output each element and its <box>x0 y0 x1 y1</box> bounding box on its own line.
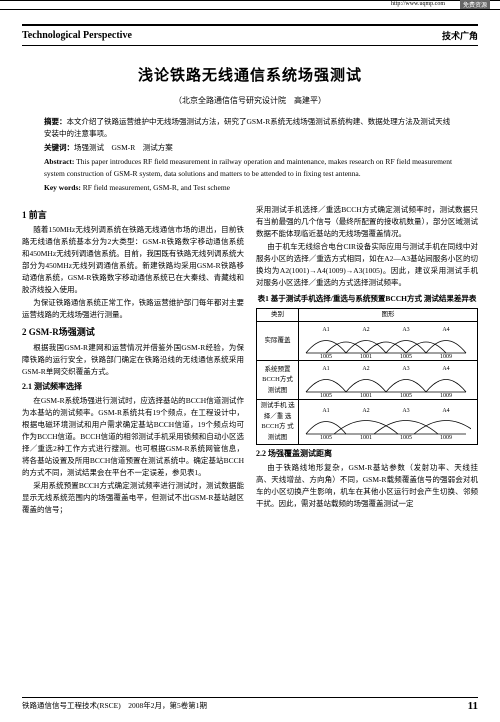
para: 采用系统预置BCCH方式确定测试频率进行测试时，测试数据能显示无线系统范围内的场… <box>22 480 244 516</box>
svg-text:A3: A3 <box>402 327 409 333</box>
abstract-en-label: Abstract: <box>44 157 74 166</box>
svg-text:1005: 1005 <box>400 393 412 398</box>
table1-title: 表1 基于测试手机选择/重选与系统预置BCCH方式 测试结果差异表 <box>256 293 478 305</box>
svg-text:1001: 1001 <box>360 435 372 440</box>
table1-row3-chart: A1 A2 A3 A4 1005 1001 1005 1009 <box>299 400 478 445</box>
svg-text:A2: A2 <box>362 327 369 333</box>
svg-text:A1: A1 <box>322 366 329 372</box>
svg-text:1009: 1009 <box>440 435 452 440</box>
keywords-cn-label: 关键词： <box>44 143 74 152</box>
svg-text:1001: 1001 <box>360 393 372 398</box>
para: 根据我国GSM-R建网和运营情况并借鉴外国GSM-R经验，为保障铁路的运行安全，… <box>22 342 244 378</box>
svg-text:A4: A4 <box>442 366 449 372</box>
svg-text:1001: 1001 <box>360 354 372 359</box>
svg-text:A4: A4 <box>442 408 449 414</box>
top-label: 免费资源 <box>460 0 490 9</box>
header-row: Technological Perspective 技术广角 <box>22 29 478 42</box>
coverage-chart-all: A1 A2 A3 A4 1005 1001 1005 1009 <box>301 323 471 359</box>
page-number: 11 <box>468 700 478 712</box>
table1-row1-label: 实际覆盖 <box>257 322 299 361</box>
svg-text:1005: 1005 <box>320 354 332 359</box>
section-2-heading: 2 GSM-R场强测试 <box>22 325 244 339</box>
table1-hdr-left: 类别 <box>257 309 299 322</box>
keywords-en-label: Key words: <box>44 183 81 192</box>
table1-row1-chart: A1 A2 A3 A4 1005 1001 1005 1009 <box>299 322 478 361</box>
svg-text:A3: A3 <box>402 408 409 414</box>
table1-row3-label: 测试手机 选择／重 选BCCH方 式测试图 <box>257 400 299 445</box>
keywords-cn: 场强测试 GSM-R 测试方案 <box>74 143 173 152</box>
para: 为保证铁路通信系统正常工作，铁路运营维护部门每年都对主要运营线路的无线场强进行测… <box>22 297 244 321</box>
table1: 类别 图形 实际覆盖 A1 A2 A3 A4 1005 1001 1005 1009 <box>256 308 478 445</box>
abstract-cn-label: 摘要： <box>44 117 67 126</box>
abstract-block: 摘要：本文介绍了铁路运营维护中无线场强测试方法，研究了GSM-R系统无线场强测试… <box>22 116 478 194</box>
svg-text:1005: 1005 <box>320 435 332 440</box>
section-2-2-heading: 2.2 场强覆盖测试距离 <box>256 448 478 461</box>
svg-text:A1: A1 <box>322 327 329 333</box>
para: 由于铁路线地形复杂，GSM-R基站参数（发射功率、天线挂高、天线增益、方向角）不… <box>256 462 478 510</box>
paper-author: （北京全路通信信号研究设计院 高建平） <box>22 95 478 106</box>
left-column: 1 前言 随着150MHz无线列调系统在铁路无线通信市场的退出，目前铁路无线通信… <box>22 204 244 517</box>
two-column-body: 1 前言 随着150MHz无线列调系统在铁路无线通信市场的退出，目前铁路无线通信… <box>22 204 478 517</box>
top-url: http://www.uqmp.com <box>391 1 445 7</box>
section-1-heading: 1 前言 <box>22 208 244 222</box>
para: 随着150MHz无线列调系统在铁路无线通信市场的退出，目前铁路无线通信系统基本分… <box>22 224 244 296</box>
keywords-en: RF field measurement, GSM-R, and Test sc… <box>83 183 230 192</box>
abstract-cn: 本文介绍了铁路运营维护中无线场强测试方法，研究了GSM-R系统无线场强测试系统构… <box>44 117 450 138</box>
section-2-1-heading: 2.1 测试频率选择 <box>22 381 244 394</box>
page-footer: 铁路通信信号工程技术(RSCE) 2008年2月，第5卷第1期 11 <box>22 697 478 712</box>
svg-text:A3: A3 <box>402 366 409 372</box>
page-content: Technological Perspective 技术广角 浅论铁路无线通信系… <box>0 0 500 527</box>
coverage-chart-handset: A1 A2 A3 A4 1005 1001 1005 1009 <box>301 404 471 440</box>
top-border: http://www.uqmp.com 免费资源 <box>0 0 500 10</box>
table1-row2-label: 系统预置 BCCH方式 测试图 <box>257 361 299 400</box>
header-cn: 技术广角 <box>442 29 478 42</box>
abstract-en: This paper introduces RF field measureme… <box>44 157 452 178</box>
table1-row2-chart: A1 A2 A3 A4 1005 1001 1005 1009 <box>299 361 478 400</box>
header-en: Technological Perspective <box>22 30 132 41</box>
para: 在GSM-R系统场强进行测试时，应选择基站的BCCH信道测试作为本基站的测试频率… <box>22 395 244 479</box>
right-column: 采用测试手机选择／重选BCCH方式确定测试频率时，测试数据只有当前最强的几个信号… <box>256 204 478 517</box>
coverage-chart-preset: A1 A2 A3 A4 1005 1001 1005 1009 <box>301 362 471 398</box>
para: 采用测试手机选择／重选BCCH方式确定测试频率时，测试数据只有当前最强的几个信号… <box>256 204 478 240</box>
svg-text:1005: 1005 <box>320 393 332 398</box>
paper-title: 浅论铁路无线通信系统场强测试 <box>22 64 478 85</box>
rule-top <box>22 24 478 26</box>
svg-text:A1: A1 <box>322 408 329 414</box>
svg-text:A4: A4 <box>442 327 449 333</box>
footer-journal: 铁路通信信号工程技术(RSCE) 2008年2月，第5卷第1期 <box>22 700 207 712</box>
svg-text:A2: A2 <box>362 366 369 372</box>
svg-text:1009: 1009 <box>440 393 452 398</box>
para: 由于机车无线综合电台CIR设备实际应用与测试手机在同线中对服务小区的选择／重选方… <box>256 241 478 289</box>
svg-text:1005: 1005 <box>400 354 412 359</box>
svg-text:A2: A2 <box>362 408 369 414</box>
table1-hdr-right: 图形 <box>299 309 478 322</box>
svg-text:1005: 1005 <box>400 435 412 440</box>
svg-text:1009: 1009 <box>440 354 452 359</box>
rule-under-header <box>22 45 478 46</box>
